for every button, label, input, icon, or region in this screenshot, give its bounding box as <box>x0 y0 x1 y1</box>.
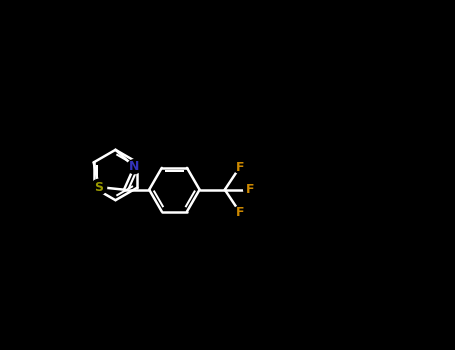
Circle shape <box>127 160 141 174</box>
Circle shape <box>233 161 246 173</box>
Circle shape <box>91 179 106 195</box>
Circle shape <box>233 206 246 219</box>
Text: F: F <box>236 161 244 174</box>
Text: F: F <box>236 206 244 219</box>
Circle shape <box>244 183 256 196</box>
Text: S: S <box>95 181 103 194</box>
Text: N: N <box>129 160 139 173</box>
Text: F: F <box>246 183 254 196</box>
